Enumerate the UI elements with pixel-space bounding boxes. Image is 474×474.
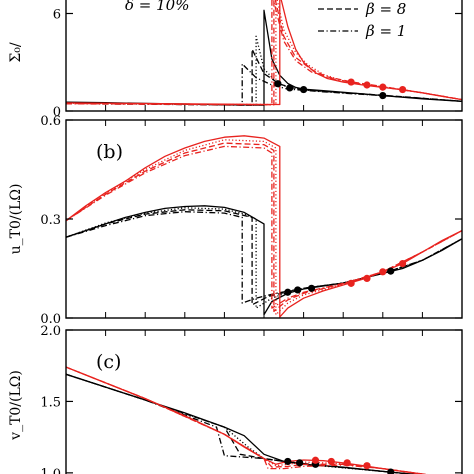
series-line-6 [66,366,428,474]
legend-text: β = 1 [365,22,406,40]
marker-point [284,288,292,296]
series-line-4 [66,373,416,474]
y-tick-label: 0.0 [40,312,61,327]
y-axis-label: Σ₀/ [8,42,24,63]
panel-2: 0.0 0.3 0.6 u_T0/(LΩ) (b) [8,114,463,327]
marker-point [379,83,387,91]
series-line-4 [66,63,462,106]
panel-label: (c) [96,351,121,373]
marker-point [347,78,355,86]
y-tick-label: 0.6 [40,114,61,129]
y-tick-label: 0.3 [40,213,61,228]
y-axis-label: u_T0/(LΩ) [8,184,24,255]
marker-point [399,85,407,94]
plot-area [66,0,462,106]
y-tick-label: 2.0 [40,324,61,339]
y-tick-label: 6 [53,8,61,23]
marker-point [311,456,320,464]
panel-label: (b) [96,141,123,163]
series-line-8 [66,145,462,309]
marker-point [363,81,371,89]
panel-3: 1.0 1.5 2.0 v_T0/(LΩ) (c) [8,324,463,474]
series-line-8 [66,366,428,474]
plot-area [66,366,428,474]
marker-point [347,279,355,287]
marker-point [296,459,304,467]
marker-point [379,268,387,276]
marker-point [387,267,395,275]
legend-text: β = 8 [365,0,406,18]
marker-point [294,286,302,294]
series-line-7 [66,366,428,474]
panel-1: 0 6 Σ₀/δ = 10% β = 8 β = 1 [8,0,463,120]
marker-point [274,80,282,88]
title-fragment: δ = 10% [125,0,189,14]
marker-point [363,462,371,470]
marker-point [363,274,371,282]
series-line-4 [66,211,462,304]
marker-point [399,259,407,268]
series-line-2 [66,207,462,309]
plot-area [66,135,462,318]
marker-point [286,84,294,92]
marker-point [284,457,292,466]
y-tick-label: 1.0 [40,467,61,474]
marker-point [300,85,308,94]
y-tick-label: 0 [53,105,61,120]
plot-frame [65,329,463,474]
y-axis-label: v_T0/(LΩ) [8,370,24,441]
marker-point [343,459,351,467]
marker-point [327,457,335,466]
marker-point [307,284,316,292]
marker-point [387,468,395,474]
marker-point [379,91,387,100]
y-tick-label: 1.5 [40,395,61,410]
